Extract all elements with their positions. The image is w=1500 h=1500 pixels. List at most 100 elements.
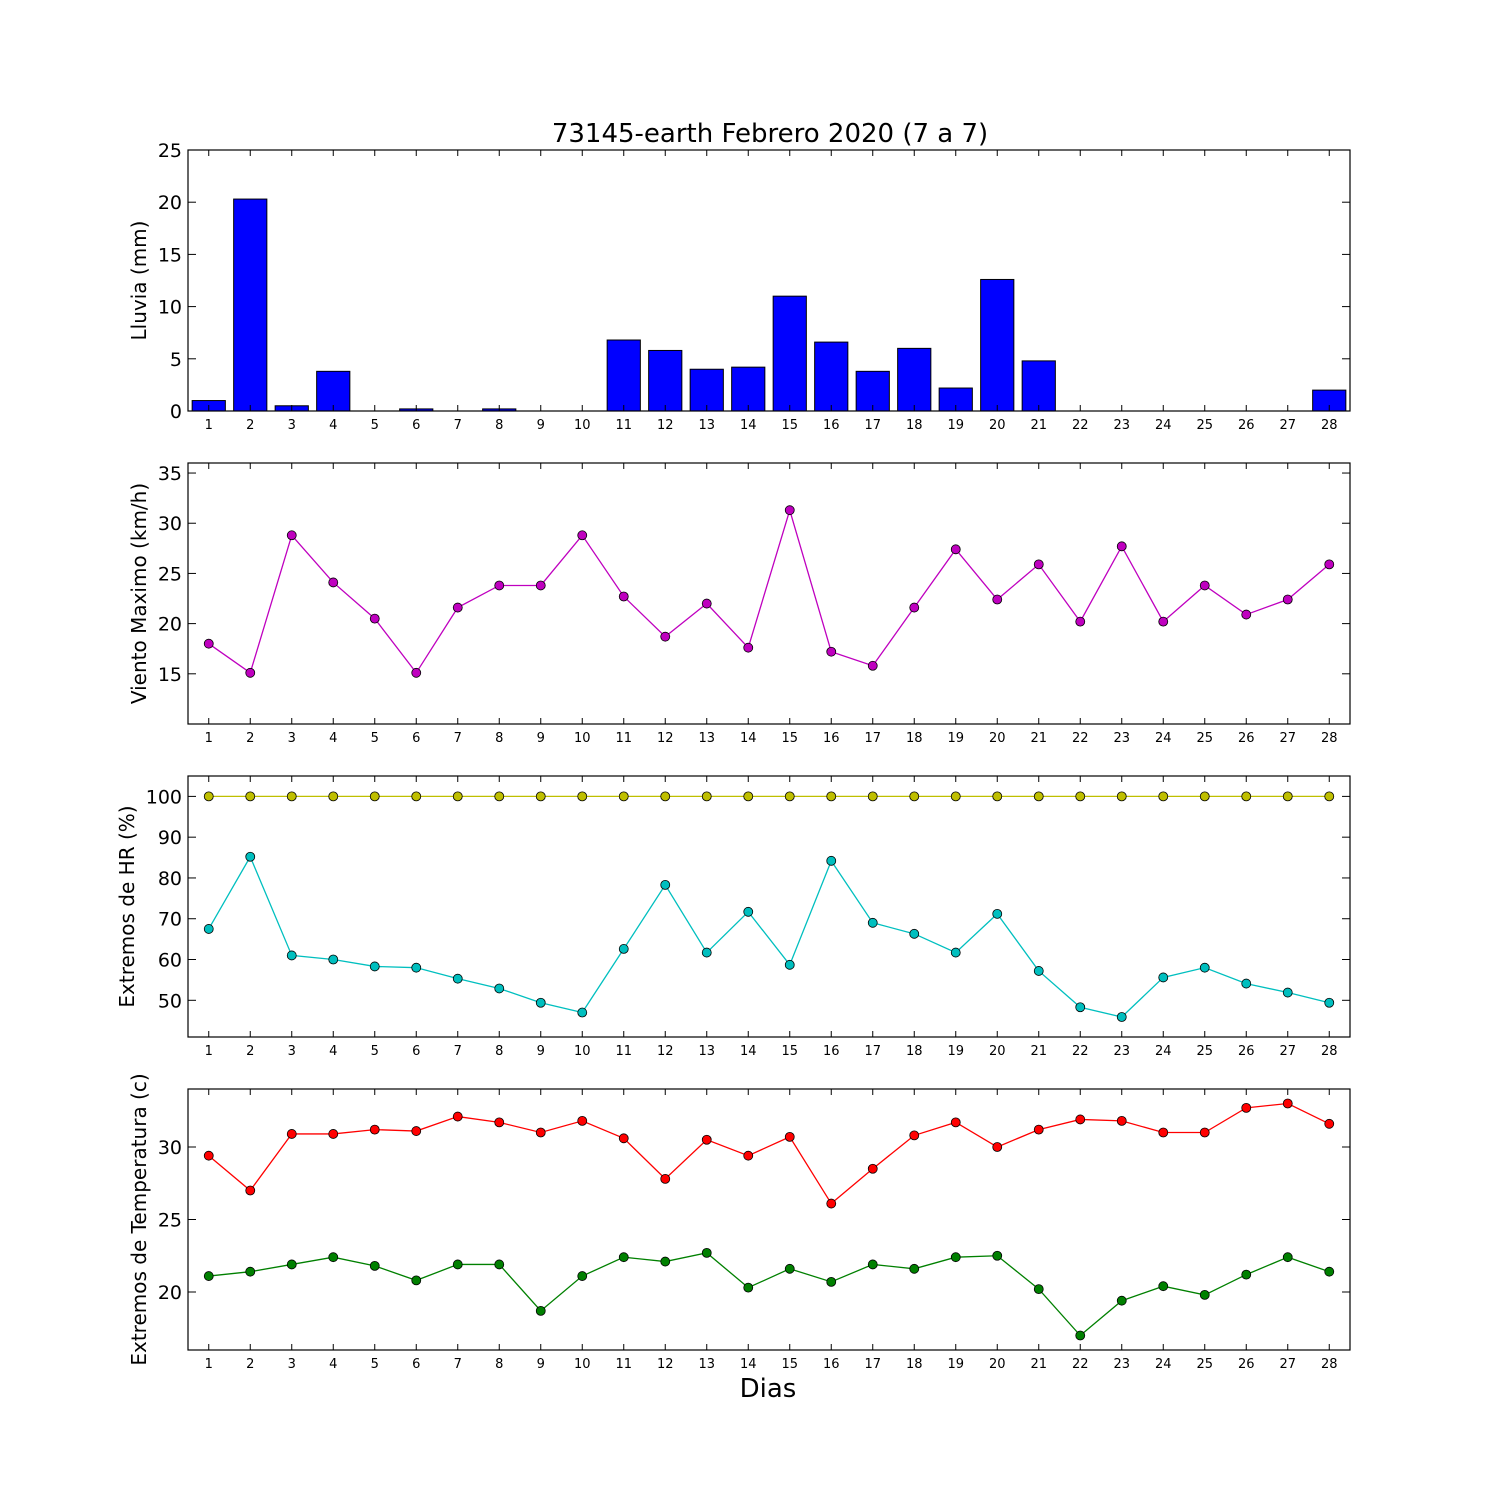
- x-tick-label: 10: [574, 418, 591, 433]
- x-tick-label: 3: [288, 418, 296, 433]
- point-s1-day-16: [826, 791, 837, 802]
- point-s2-day-10: [577, 1271, 588, 1281]
- point-s2-day-8: [494, 983, 505, 994]
- point-s2-day-16: [826, 1276, 837, 1287]
- x-tick-label: 23: [1113, 731, 1130, 746]
- x-tick-label: 12: [657, 1044, 674, 1059]
- panel-1: 1 2 3 4 5 6 7 8 9 10 11 12 13 14 15 16 17 18 19 20 21 22 23 24 2…: [127, 140, 1351, 433]
- rain-bar-day-4: [316, 370, 351, 412]
- point-s1-day-17: [867, 1163, 878, 1174]
- point-s2-day-27: [1282, 1252, 1293, 1263]
- y-tick-label: 20: [158, 614, 182, 636]
- series-line-2: [208, 1252, 1330, 1337]
- y-tick-label: 25: [158, 563, 182, 585]
- x-tick-label: 4: [329, 418, 337, 433]
- point-s2-day-17: [867, 917, 878, 928]
- rain-bar-day-18: [897, 347, 932, 412]
- y-tick-label: 100: [146, 786, 182, 808]
- x-tick-label: 18: [906, 731, 923, 746]
- point-s2-day-9: [535, 1305, 546, 1316]
- point-s1-day-28: [1324, 559, 1335, 570]
- series-line-1: [208, 1102, 1330, 1205]
- point-s2-day-28: [1324, 997, 1335, 1008]
- point-s1-day-13: [701, 791, 712, 802]
- point-s1-day-17: [867, 660, 878, 671]
- x-tick-label: 2: [246, 1357, 254, 1372]
- axes-frame: [187, 775, 1351, 1038]
- x-tick-label: 13: [698, 1357, 715, 1372]
- point-s1-day-24: [1158, 1127, 1169, 1138]
- point-s1-day-16: [826, 646, 837, 657]
- point-s2-day-2: [245, 1266, 256, 1277]
- x-tick-label: 19: [947, 731, 964, 746]
- x-tick-label: 25: [1196, 1044, 1213, 1059]
- x-tick-label: 1: [205, 1357, 213, 1372]
- point-s2-day-3: [286, 1259, 297, 1270]
- point-s2-day-21: [1033, 1284, 1044, 1294]
- y-tick-label: 35: [158, 463, 182, 485]
- y-tick-label: 0: [170, 401, 182, 423]
- x-tick-label: 3: [288, 1357, 296, 1372]
- x-tick-label: 19: [947, 1357, 964, 1372]
- x-tick-label: 19: [947, 418, 964, 433]
- x-tick-label: 14: [740, 1044, 757, 1059]
- point-s1-day-20: [992, 791, 1003, 802]
- point-s1-day-11: [618, 1133, 629, 1144]
- x-tick-label: 11: [615, 1044, 632, 1059]
- point-s1-day-6: [411, 1126, 422, 1136]
- point-s1-day-26: [1241, 1102, 1252, 1113]
- point-s1-day-9: [535, 580, 546, 591]
- point-s2-day-7: [452, 973, 463, 984]
- point-s1-day-5: [369, 791, 380, 802]
- x-tick-label: 15: [781, 418, 798, 433]
- x-tick-label: 9: [537, 731, 545, 746]
- point-s2-day-15: [784, 959, 795, 970]
- point-s1-day-3: [286, 791, 297, 802]
- y-axis-label: Extremos de HR (%): [115, 805, 139, 1007]
- x-tick-label: 21: [1030, 1044, 1047, 1059]
- x-tick-label: 17: [864, 731, 881, 746]
- x-tick-label: 14: [740, 731, 757, 746]
- rain-bar-day-17: [855, 370, 890, 412]
- axes-frame: [187, 149, 1351, 412]
- x-tick-label: 15: [781, 1357, 798, 1372]
- point-s2-day-15: [784, 1263, 795, 1274]
- rain-bar-day-20: [980, 278, 1015, 412]
- x-tick-label: 18: [906, 1357, 923, 1372]
- x-tick-label: 1: [205, 1044, 213, 1059]
- point-s1-day-22: [1075, 791, 1086, 802]
- y-tick-label: 30: [158, 1137, 182, 1159]
- y-tick-label: 15: [158, 244, 182, 266]
- x-tick-label: 24: [1155, 418, 1172, 433]
- x-tick-label: 11: [615, 731, 632, 746]
- point-s2-day-14: [743, 906, 754, 917]
- x-tick-label: 10: [574, 1044, 591, 1059]
- x-tick-label: 3: [288, 1044, 296, 1059]
- y-tick-label: 50: [158, 990, 182, 1012]
- series-line-2: [208, 855, 1330, 1018]
- x-tick-label: 13: [698, 418, 715, 433]
- point-s1-day-26: [1241, 609, 1252, 620]
- y-tick-label: 20: [158, 192, 182, 214]
- x-tick-label: 21: [1030, 418, 1047, 433]
- point-s2-day-23: [1116, 1012, 1127, 1022]
- point-s1-day-23: [1116, 791, 1127, 802]
- x-tick-label: 15: [781, 1044, 798, 1059]
- x-tick-label: 9: [537, 1357, 545, 1372]
- x-tick-label: 12: [657, 731, 674, 746]
- x-tick-label: 20: [989, 418, 1006, 433]
- point-s1-day-27: [1282, 594, 1293, 605]
- x-tick-label: 23: [1113, 1357, 1130, 1372]
- point-s1-day-11: [618, 591, 629, 602]
- x-tick-label: 17: [864, 1044, 881, 1059]
- x-tick-label: 26: [1238, 1357, 1255, 1372]
- point-s2-day-13: [701, 1247, 712, 1258]
- point-s2-day-9: [535, 997, 546, 1008]
- x-tick-label: 16: [823, 1044, 840, 1059]
- point-s2-day-8: [494, 1259, 505, 1270]
- point-s1-day-2: [245, 791, 256, 802]
- point-s1-day-3: [286, 530, 297, 541]
- x-tick-label: 10: [574, 1357, 591, 1372]
- y-tick-label: 25: [158, 140, 182, 162]
